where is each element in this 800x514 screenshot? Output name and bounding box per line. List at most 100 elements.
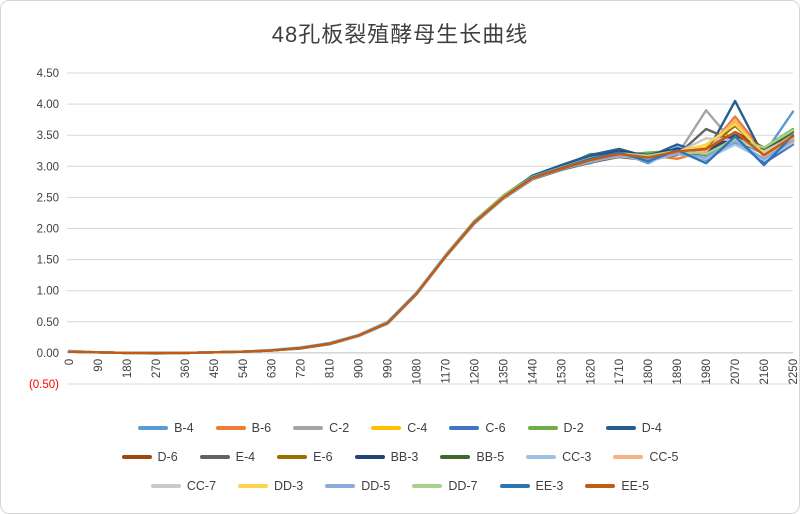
- series-line-EE-5: [67, 130, 795, 355]
- x-axis-tick-label: 360: [180, 359, 192, 378]
- chart-legend: B-4 B-6 C-2 C-4 C-6 D-2 D-4 D-6 E-4 E-6 BB-3 BB-5 CC…: [1, 417, 799, 497]
- legend-item-D-2[interactable]: D-2: [527, 417, 584, 439]
- series-line-CC-7: [67, 135, 795, 355]
- legend-row: B-4 B-6 C-2 C-4 C-6 D-2 D-4: [127, 417, 673, 439]
- legend-label: C-2: [329, 420, 350, 435]
- y-axis-tick-label: 0.00: [37, 348, 59, 360]
- legend-line-swatch: [325, 484, 356, 488]
- legend-item-CC-5[interactable]: CC-5: [613, 446, 679, 468]
- y-axis-tick-label: 1.00: [37, 286, 59, 298]
- legend-item-C-6[interactable]: C-6: [449, 417, 506, 439]
- x-axis-tick-label: 450: [209, 359, 221, 378]
- y-axis-tick-label: (0.50): [29, 379, 59, 391]
- legend-item-DD-7[interactable]: DD-7: [412, 475, 478, 497]
- x-axis-tick-label: 1980: [701, 359, 713, 385]
- series-line-BB-5: [67, 130, 795, 355]
- y-axis-tick-label: 1.50: [37, 255, 59, 267]
- x-axis-tick-label: 2160: [759, 359, 771, 385]
- legend-item-E-4[interactable]: E-4: [199, 446, 256, 468]
- legend-line-swatch: [526, 455, 557, 459]
- legend-item-DD-3[interactable]: DD-3: [238, 475, 303, 497]
- legend-item-B-4[interactable]: B-4: [138, 417, 194, 439]
- legend-line-swatch: [499, 484, 530, 488]
- legend-label: DD-5: [361, 478, 391, 493]
- x-axis-tick-label: 1710: [614, 359, 626, 385]
- x-axis-tick-label: 2250: [788, 359, 800, 385]
- x-axis-tick-label: 180: [122, 359, 134, 378]
- legend-item-EE-5[interactable]: EE-5: [585, 475, 649, 497]
- legend-label: E-4: [235, 449, 256, 464]
- x-axis-tick-label: 1080: [412, 359, 424, 385]
- x-axis-tick-label: 720: [296, 359, 308, 378]
- legend-item-BB-3[interactable]: BB-3: [354, 446, 418, 468]
- x-axis-tick-label: 1350: [498, 359, 510, 385]
- legend-item-BB-5[interactable]: BB-5: [440, 446, 504, 468]
- x-axis-tick-label: 1620: [585, 359, 597, 385]
- x-axis-tick-label: 630: [267, 359, 279, 378]
- legend-line-swatch: [150, 484, 181, 488]
- x-axis-tick-label: 1890: [672, 359, 684, 385]
- y-axis-tick-label: 4.50: [37, 68, 59, 80]
- legend-item-D-6[interactable]: D-6: [121, 446, 178, 468]
- legend-line-swatch: [238, 484, 269, 488]
- legend-line-swatch: [354, 455, 385, 459]
- legend-line-swatch: [138, 426, 169, 430]
- series-line-D-2: [67, 127, 795, 355]
- series-line-DD-3: [67, 122, 795, 355]
- legend-label: DD-7: [448, 478, 478, 493]
- legend-label: D-2: [563, 420, 584, 435]
- x-axis-tick-label: 1170: [440, 359, 452, 384]
- legend-line-swatch: [199, 455, 230, 459]
- legend-item-E-6[interactable]: E-6: [277, 446, 333, 468]
- series-line-BB-3: [67, 133, 795, 355]
- legend-line-swatch: [293, 426, 324, 430]
- y-axis-tick-label: 3.50: [37, 130, 59, 142]
- series-line-D-6: [67, 130, 795, 355]
- legend-line-swatch: [277, 455, 308, 459]
- y-axis-tick-label: 3.00: [37, 161, 59, 173]
- legend-line-swatch: [613, 455, 644, 459]
- legend-item-EE-3[interactable]: EE-3: [499, 475, 563, 497]
- y-axis-tick-label: 2.00: [37, 224, 59, 236]
- legend-item-CC-7[interactable]: CC-7: [150, 475, 216, 497]
- legend-item-D-4[interactable]: D-4: [605, 417, 662, 439]
- x-axis-tick-label: 2070: [730, 359, 742, 385]
- legend-line-swatch: [215, 426, 246, 430]
- x-axis-tick-label: 270: [151, 359, 163, 378]
- legend-item-CC-3[interactable]: CC-3: [526, 446, 591, 468]
- x-axis-tick-label: 1530: [556, 359, 568, 385]
- legend-line-swatch: [605, 426, 636, 430]
- series-line-D-4: [67, 99, 795, 355]
- series-line-DD-7: [67, 128, 795, 355]
- legend-line-swatch: [371, 426, 402, 430]
- legend-label: D-6: [157, 449, 178, 464]
- legend-item-B-6[interactable]: B-6: [215, 417, 272, 439]
- x-axis-tick-label: 810: [325, 359, 337, 378]
- legend-label: B-6: [251, 420, 272, 435]
- legend-label: CC-5: [649, 449, 679, 464]
- series-line-C-6: [67, 137, 795, 355]
- legend-line-swatch: [121, 455, 152, 459]
- series-line-DD-5: [67, 138, 795, 355]
- y-axis-tick-label: 4.00: [37, 99, 59, 111]
- legend-label: DD-3: [274, 478, 304, 493]
- legend-item-C-2[interactable]: C-2: [293, 417, 349, 439]
- series-line-E-4: [67, 127, 795, 355]
- legend-label: D-4: [641, 420, 662, 435]
- legend-label: E-6: [313, 449, 333, 464]
- x-axis-tick-label: 1260: [469, 359, 481, 385]
- x-axis-tick-label: 0: [64, 359, 76, 365]
- legend-label: C-4: [407, 420, 428, 435]
- legend-label: CC-3: [562, 449, 592, 464]
- y-axis-tick-label: 2.50: [37, 192, 59, 204]
- legend-item-C-4[interactable]: C-4: [371, 417, 427, 439]
- legend-line-swatch: [527, 426, 558, 430]
- x-axis-tick-label: 540: [238, 359, 250, 378]
- legend-label: EE-5: [621, 478, 650, 493]
- legend-line-swatch: [440, 455, 471, 459]
- x-axis-tick-label: 990: [383, 359, 395, 378]
- legend-item-DD-5[interactable]: DD-5: [325, 475, 390, 497]
- legend-line-swatch: [412, 484, 443, 488]
- chart-title: 48孔板裂殖酵母生长曲线: [271, 22, 529, 47]
